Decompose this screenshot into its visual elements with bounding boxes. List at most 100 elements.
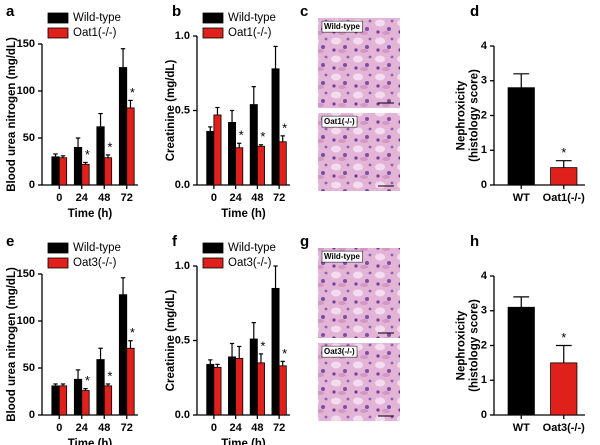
x-tick-label: WT bbox=[513, 422, 530, 434]
x-tick-label: 24 bbox=[230, 192, 243, 204]
bar bbox=[73, 378, 83, 416]
bar bbox=[118, 67, 128, 186]
legend-label: Wild-type bbox=[228, 12, 276, 24]
y-axis-label: Creatinine (mg/dL) bbox=[165, 290, 177, 392]
significance: * bbox=[561, 145, 566, 160]
y-tick-label: 1.0 bbox=[175, 30, 190, 42]
histology-image bbox=[318, 248, 400, 338]
image-label: Wild-type bbox=[324, 252, 360, 261]
bar bbox=[235, 357, 244, 416]
panel-letter: h bbox=[470, 233, 479, 250]
panel-letter: b bbox=[172, 3, 181, 20]
y-tick-label: 3 bbox=[481, 305, 487, 317]
significance: * bbox=[85, 147, 90, 162]
bar bbox=[58, 385, 68, 416]
bar bbox=[103, 157, 113, 186]
x-tick-label: 0 bbox=[56, 422, 62, 434]
y-axis-label: Blood urea nitrogen (mg/dL) bbox=[6, 37, 18, 192]
significance: * bbox=[107, 368, 112, 383]
legend-swatch bbox=[202, 27, 224, 39]
y-tick-label: 0 bbox=[481, 179, 487, 191]
bar bbox=[228, 122, 237, 186]
legend-swatch bbox=[202, 242, 224, 254]
y-tick-label: 4 bbox=[481, 40, 488, 52]
bar bbox=[249, 338, 258, 416]
x-axis-label: Time (h) bbox=[221, 208, 266, 220]
bar bbox=[278, 141, 287, 186]
y-tick-label: 0.0 bbox=[175, 409, 190, 421]
legend-swatch bbox=[47, 12, 69, 24]
y-tick-label: 0 bbox=[481, 409, 487, 421]
bar bbox=[271, 287, 280, 416]
x-tick-label: Oat1(-/-) bbox=[543, 192, 586, 204]
y-axis-label: Nephroxicity bbox=[456, 310, 468, 380]
x-tick-label: 24 bbox=[76, 422, 89, 434]
x-tick-label: 72 bbox=[121, 422, 133, 434]
legend-swatch bbox=[202, 12, 224, 24]
bar bbox=[550, 167, 578, 186]
panel-letter: d bbox=[470, 3, 479, 20]
bar bbox=[51, 385, 60, 416]
bar bbox=[278, 365, 287, 416]
y-tick-label: 1 bbox=[481, 144, 487, 156]
bar bbox=[51, 156, 60, 186]
legend-label: Oat1(-/-) bbox=[228, 27, 272, 39]
y-tick-label: 150 bbox=[17, 38, 35, 50]
bar bbox=[507, 87, 535, 186]
y-axis-label: (histology score) bbox=[469, 299, 481, 392]
label-box bbox=[321, 250, 363, 263]
y-axis-label: Creatinine (mg/dL) bbox=[165, 60, 177, 162]
bar bbox=[81, 390, 90, 416]
y-axis-label: (histology score) bbox=[469, 69, 481, 162]
x-tick-label: 48 bbox=[251, 192, 263, 204]
bar bbox=[213, 114, 222, 186]
significance: * bbox=[561, 330, 566, 345]
bar bbox=[81, 163, 90, 186]
significance: * bbox=[282, 346, 287, 361]
x-tick-label: WT bbox=[513, 192, 530, 204]
y-tick-label: 0 bbox=[29, 409, 35, 421]
histology-image bbox=[318, 18, 400, 108]
bar bbox=[58, 157, 68, 186]
y-tick-label: 1 bbox=[481, 374, 487, 386]
legend-swatch bbox=[47, 27, 69, 39]
x-tick-label: 0 bbox=[211, 192, 217, 204]
x-tick-label: 72 bbox=[273, 192, 285, 204]
bar bbox=[507, 306, 535, 416]
bar bbox=[256, 145, 265, 186]
panel-letter: a bbox=[6, 3, 15, 20]
panel-letter: c bbox=[300, 3, 308, 20]
y-tick-label: 50 bbox=[23, 132, 35, 144]
significance: * bbox=[239, 128, 244, 143]
bar bbox=[249, 104, 258, 186]
label-box bbox=[321, 345, 358, 358]
legend-label: Wild-type bbox=[73, 12, 121, 24]
x-tick-label: 24 bbox=[230, 422, 243, 434]
significance: * bbox=[130, 325, 135, 340]
y-tick-label: 2 bbox=[481, 339, 487, 351]
panel-letter: g bbox=[300, 233, 309, 250]
y-tick-label: 100 bbox=[17, 85, 35, 97]
bar bbox=[96, 126, 105, 186]
x-tick-label: 24 bbox=[76, 192, 89, 204]
y-tick-label: 150 bbox=[17, 268, 35, 280]
y-tick-label: 1.0 bbox=[175, 260, 190, 272]
bar bbox=[235, 147, 244, 186]
legend-label: Wild-type bbox=[73, 242, 121, 254]
y-tick-label: 0.5 bbox=[175, 104, 190, 116]
x-tick-label: 48 bbox=[98, 422, 110, 434]
y-tick-label: 2 bbox=[481, 109, 487, 121]
x-axis-label: Time (h) bbox=[68, 438, 113, 445]
x-tick-label: Oat3(-/-) bbox=[543, 422, 586, 434]
bar bbox=[103, 385, 113, 416]
y-tick-label: 3 bbox=[481, 75, 487, 87]
legend-label: Oat3(-/-) bbox=[228, 257, 272, 269]
x-tick-label: 48 bbox=[98, 192, 110, 204]
legend-label: Oat1(-/-) bbox=[73, 27, 117, 39]
x-tick-label: 0 bbox=[211, 422, 217, 434]
x-tick-label: 72 bbox=[121, 192, 133, 204]
significance: * bbox=[260, 338, 265, 353]
x-axis-label: Time (h) bbox=[68, 208, 113, 220]
legend-label: Oat3(-/-) bbox=[73, 257, 117, 269]
